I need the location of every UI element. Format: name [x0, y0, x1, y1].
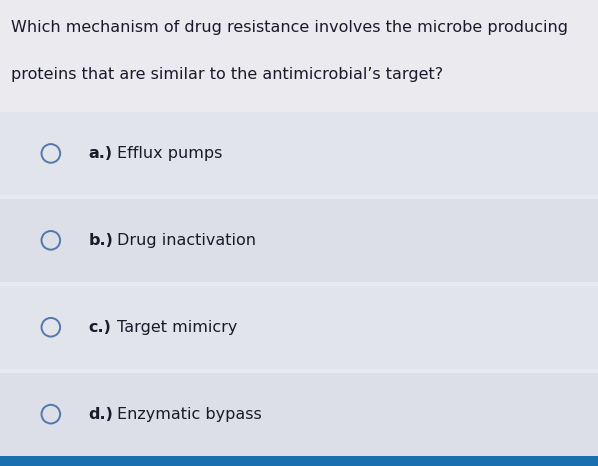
FancyBboxPatch shape	[0, 112, 598, 195]
Text: Enzymatic bypass: Enzymatic bypass	[117, 407, 262, 422]
Text: Efflux pumps: Efflux pumps	[117, 146, 222, 161]
Text: Which mechanism of drug resistance involves the microbe producing: Which mechanism of drug resistance invol…	[11, 21, 568, 35]
Text: proteins that are similar to the antimicrobial’s target?: proteins that are similar to the antimic…	[11, 67, 443, 82]
Text: b.): b.)	[89, 233, 114, 248]
Text: d.): d.)	[89, 407, 114, 422]
Text: Drug inactivation: Drug inactivation	[117, 233, 256, 248]
FancyBboxPatch shape	[0, 0, 598, 112]
FancyBboxPatch shape	[0, 373, 598, 456]
Text: c.): c.)	[89, 320, 111, 335]
FancyBboxPatch shape	[0, 199, 598, 282]
FancyBboxPatch shape	[0, 456, 598, 466]
Text: a.): a.)	[89, 146, 112, 161]
FancyBboxPatch shape	[0, 286, 598, 369]
Text: Target mimicry: Target mimicry	[117, 320, 237, 335]
